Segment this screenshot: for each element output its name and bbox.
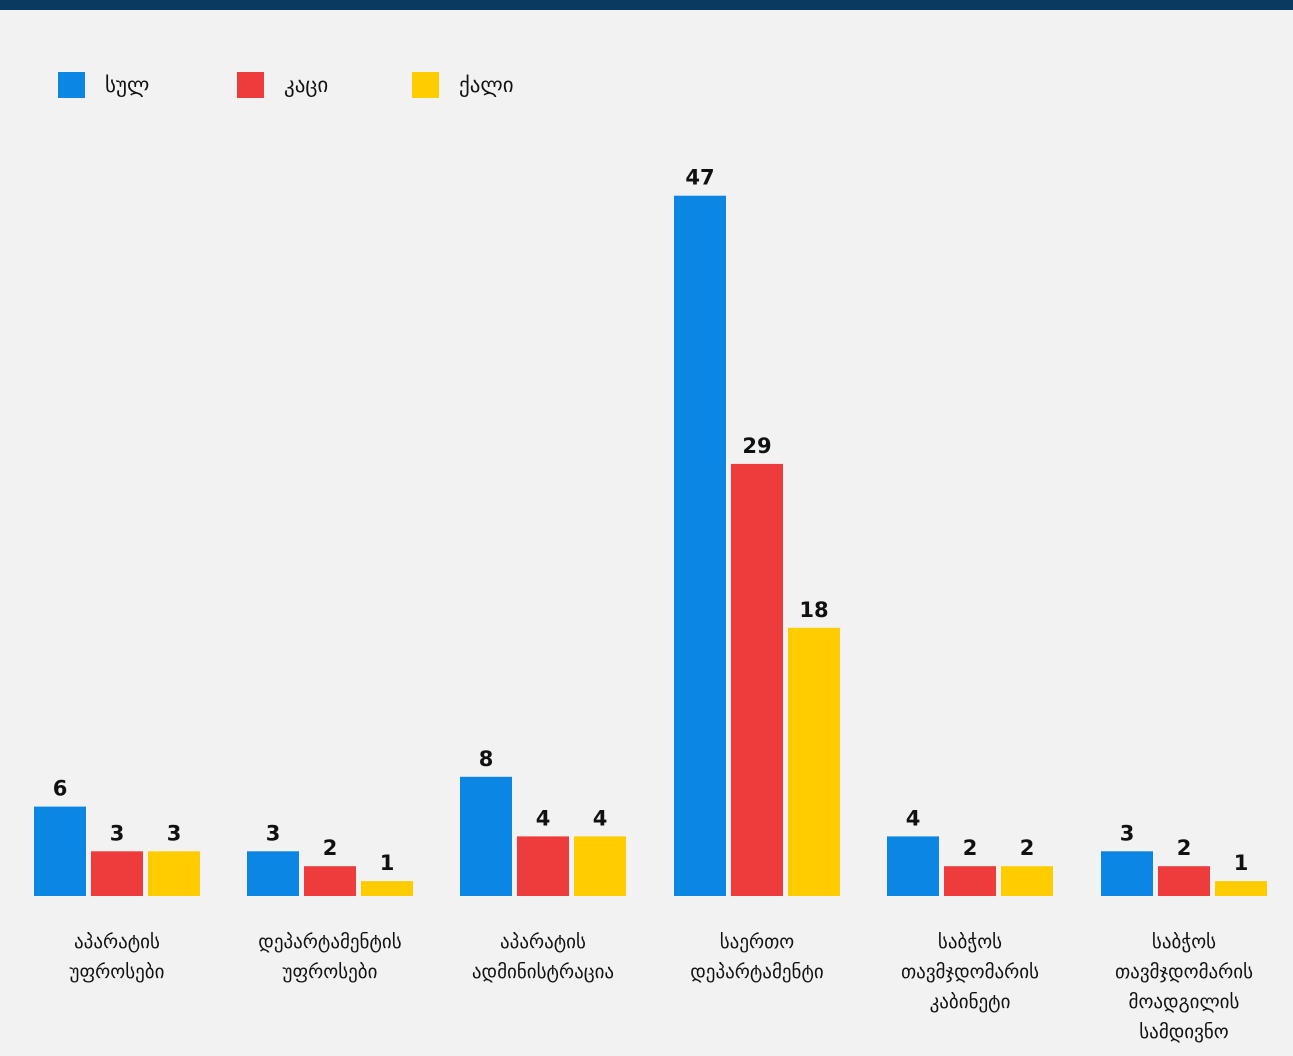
value-label-women-1: 1: [380, 851, 395, 875]
bar-men-1: [304, 866, 356, 896]
bar-total-0: [34, 806, 86, 896]
value-label-women-5: 1: [1234, 851, 1249, 875]
category-label-line: დეპარტამენტის: [258, 931, 402, 953]
category-label-line: უფროსები: [282, 961, 378, 983]
legend-label-women: ქალი: [459, 73, 514, 97]
value-label-total-1: 3: [266, 821, 281, 845]
category-label-5: საბჭოს თავმჯდომარის მოადგილის სამდივნო: [1079, 927, 1289, 1047]
category-label-line: აპარატის: [500, 931, 586, 953]
bar-women-4: [1001, 866, 1053, 896]
value-label-total-3: 47: [685, 166, 714, 190]
category-label-1: დეპარტამენტის უფროსები: [225, 927, 435, 987]
category-label-line: თავმჯდომარის: [900, 961, 1040, 983]
bar-women-0: [148, 851, 200, 896]
bar-men-0: [91, 851, 143, 896]
category-label-3: საერთო დეპარტამენტი: [652, 927, 862, 987]
value-label-men-2: 4: [536, 806, 551, 830]
bar-men-4: [944, 866, 996, 896]
value-label-women-4: 2: [1020, 836, 1035, 860]
legend-swatch-total: [58, 72, 85, 98]
category-label-line: სამდივნო: [1139, 1021, 1229, 1043]
bar-women-5: [1215, 881, 1267, 896]
bar-total-3: [674, 195, 726, 896]
bar-men-3: [731, 463, 783, 896]
bar-women-3: [788, 627, 840, 896]
value-label-total-5: 3: [1120, 821, 1135, 845]
category-label-line: საბჭოს: [1151, 931, 1217, 953]
bar-men-5: [1158, 866, 1210, 896]
value-label-total-4: 4: [906, 806, 921, 830]
category-label-line: უფროსები: [69, 961, 165, 983]
legend-label-men: კაცი: [284, 73, 329, 97]
category-label-line: კაბინეტი: [929, 991, 1011, 1013]
category-label-line: საერთო: [719, 931, 795, 953]
category-label-4: საბჭოს თავმჯდომარის კაბინეტი: [865, 927, 1075, 1017]
category-label-line: ადმინისტრაცია: [471, 961, 615, 983]
category-label-0: აპარატის უფროსები: [12, 927, 222, 987]
value-label-men-0: 3: [110, 821, 125, 845]
bar-total-5: [1101, 851, 1153, 896]
legend-swatch-men: [237, 72, 264, 98]
legend-label-total: სულ: [105, 73, 150, 97]
category-label-2: აპარატის ადმინისტრაცია: [438, 927, 648, 987]
bar-women-2: [574, 836, 626, 896]
legend-swatch-women: [412, 72, 439, 98]
value-label-men-1: 2: [323, 836, 338, 860]
bar-total-2: [460, 776, 512, 896]
category-label-line: მოადგილის: [1128, 991, 1240, 1013]
value-label-total-2: 8: [479, 747, 494, 771]
value-label-men-4: 2: [963, 836, 978, 860]
value-label-total-0: 6: [53, 777, 68, 801]
category-label-line: თავმჯდომარის: [1114, 961, 1254, 983]
bar-men-2: [517, 836, 569, 896]
bar-total-1: [247, 851, 299, 896]
value-label-men-3: 29: [742, 434, 771, 458]
top-bar: [0, 0, 1293, 10]
value-label-women-0: 3: [167, 821, 182, 845]
category-label-line: დეპარტამენტი: [690, 961, 824, 983]
value-label-women-2: 4: [593, 806, 608, 830]
bar-women-1: [361, 881, 413, 896]
category-label-line: აპარატის: [74, 931, 160, 953]
value-label-women-3: 18: [799, 598, 828, 622]
bar-total-4: [887, 836, 939, 896]
category-label-line: საბჭოს: [937, 931, 1003, 953]
value-label-men-5: 2: [1177, 836, 1192, 860]
